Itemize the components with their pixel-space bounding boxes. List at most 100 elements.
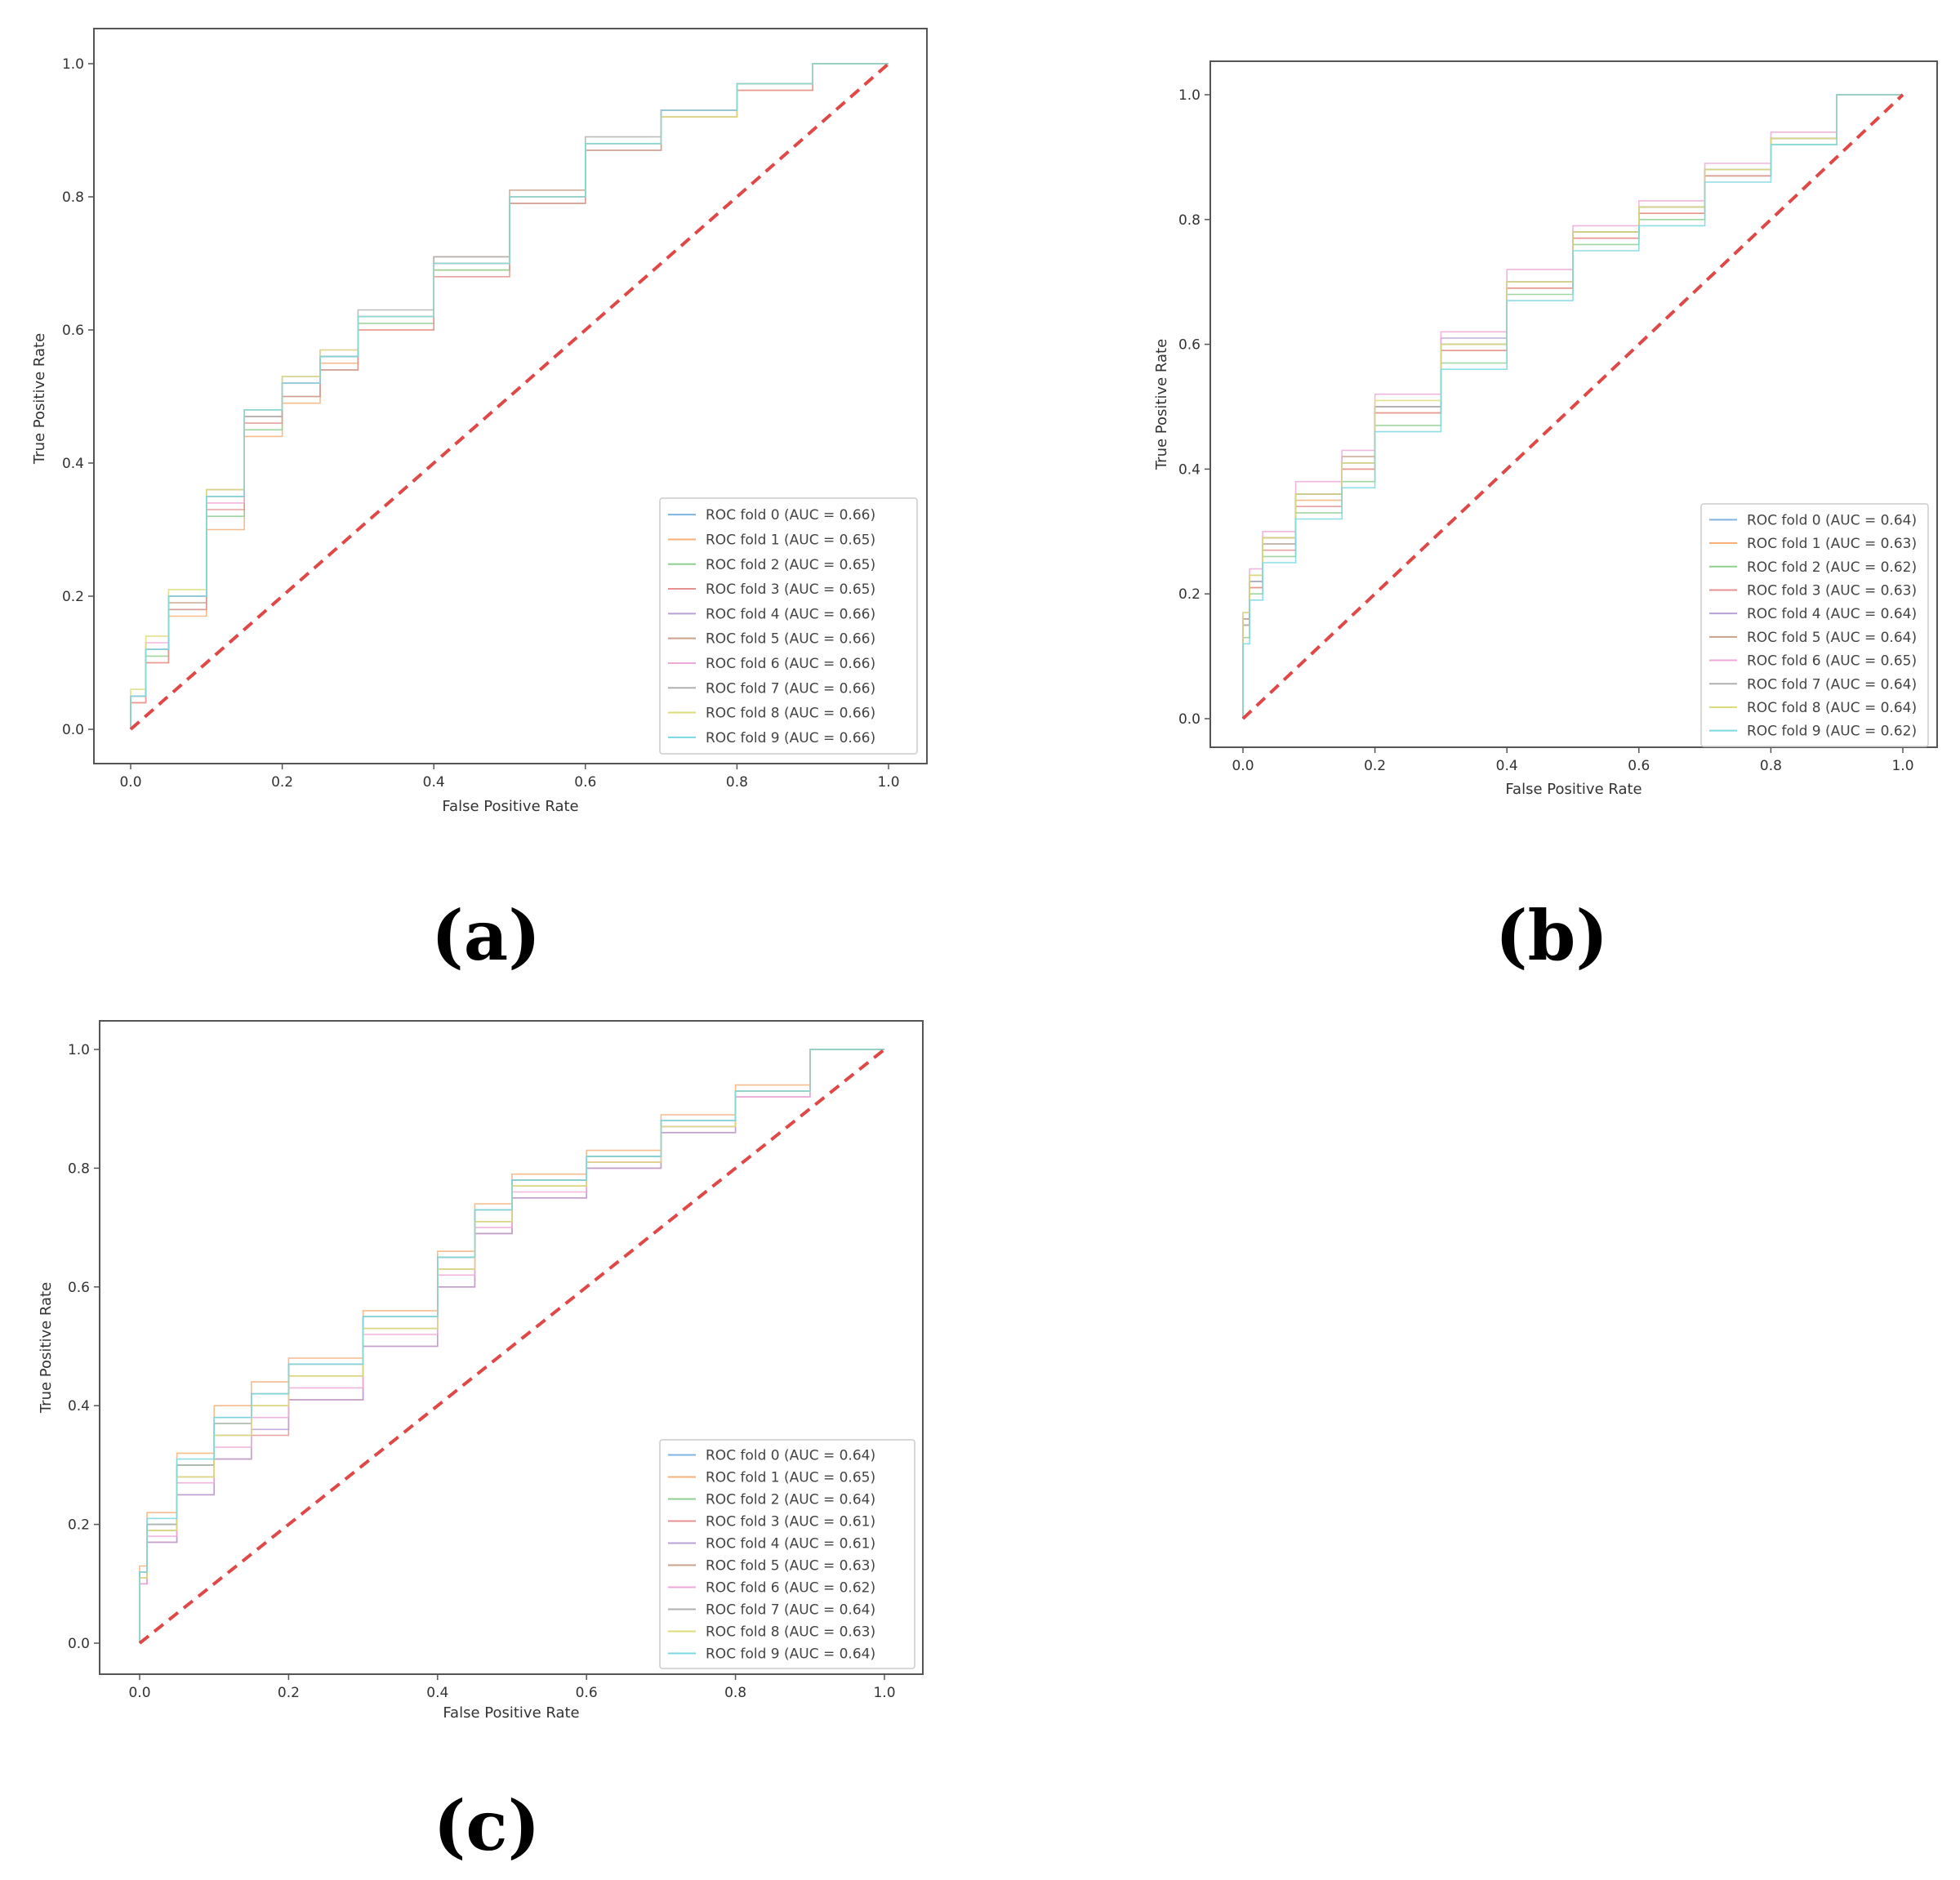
- legend-entry-a-0: ROC fold 0 (AUC = 0.66): [706, 507, 875, 523]
- x-tick-label-b-1: 0.2: [1364, 758, 1386, 774]
- y-tick-label-c-4: 0.8: [68, 1161, 90, 1177]
- legend-entry-a-4: ROC fold 4 (AUC = 0.66): [706, 606, 875, 622]
- legend-entry-a-6: ROC fold 6 (AUC = 0.66): [706, 656, 875, 672]
- legend-entry-c-7: ROC fold 7 (AUC = 0.64): [706, 1602, 875, 1619]
- legend-entry-c-6: ROC fold 6 (AUC = 0.62): [706, 1580, 875, 1597]
- x-tick-label-b-3: 0.6: [1628, 758, 1650, 774]
- panel-caption-c: (c): [434, 1785, 541, 1866]
- y-tick-label-a-0: 0.0: [62, 722, 84, 738]
- x-axis-label-a: False Positive Rate: [442, 798, 578, 815]
- roc-curve-fold-9-c: [139, 1049, 884, 1643]
- x-tick-label-b-4: 0.8: [1760, 758, 1782, 774]
- x-tick-label-c-0: 0.0: [128, 1685, 150, 1701]
- legend-box-c: [659, 1439, 915, 1669]
- y-ticks-c: 0.0 0.2 0.4 0.6 0.8 1.0: [68, 1042, 100, 1652]
- x-tick-label-b-5: 1.0: [1891, 758, 1913, 774]
- axes-frame-a: [93, 28, 928, 764]
- panel-caption-a: (a): [431, 895, 541, 976]
- legend-entry-b-1: ROC fold 1 (AUC = 0.63): [1747, 536, 1917, 552]
- legend-entry-a-5: ROC fold 5 (AUC = 0.66): [706, 631, 875, 648]
- legend-entry-a-7: ROC fold 7 (AUC = 0.66): [706, 680, 875, 697]
- y-tick-label-b-2: 0.4: [1178, 461, 1200, 478]
- y-tick-label-b-4: 0.8: [1178, 212, 1200, 229]
- y-tick-label-c-3: 0.6: [68, 1280, 90, 1296]
- plot-area-c: [138, 1048, 886, 1645]
- x-tick-label-a-0: 0.0: [119, 774, 141, 791]
- legend-entry-b-4: ROC fold 4 (AUC = 0.64): [1747, 606, 1917, 622]
- legend-entry-a-3: ROC fold 3 (AUC = 0.65): [706, 581, 875, 598]
- legend-entry-c-5: ROC fold 5 (AUC = 0.63): [706, 1558, 875, 1575]
- x-ticks-c: 0.0 0.2 0.4 0.6 0.8 1.0: [128, 1674, 896, 1701]
- x-tick-label-c-1: 0.2: [278, 1685, 300, 1701]
- axes-frame-b: [1209, 60, 1938, 748]
- y-tick-label-a-4: 0.8: [62, 189, 84, 206]
- legend-c: ROC fold 0 (AUC = 0.64) ROC fold 1 (AUC =…: [659, 1439, 915, 1669]
- x-tick-label-a-1: 0.2: [271, 774, 293, 791]
- y-axis-label-a: True Positive Rate: [31, 333, 48, 465]
- y-tick-label-b-3: 0.6: [1178, 337, 1200, 354]
- x-tick-label-c-5: 1.0: [873, 1685, 895, 1701]
- legend-entry-b-8: ROC fold 8 (AUC = 0.64): [1747, 700, 1917, 716]
- legend-entry-b-2: ROC fold 2 (AUC = 0.62): [1747, 559, 1917, 576]
- legend-entry-c-3: ROC fold 3 (AUC = 0.61): [706, 1514, 875, 1530]
- x-tick-label-a-2: 0.4: [423, 774, 445, 791]
- plot-area-a: [129, 62, 890, 731]
- legend-b: ROC fold 0 (AUC = 0.64) ROC fold 1 (AUC =…: [1700, 503, 1929, 747]
- x-tick-label-c-2: 0.4: [426, 1685, 448, 1701]
- y-ticks-a: 0.0 0.2 0.4 0.6 0.8 1.0: [62, 56, 94, 738]
- legend-entry-b-3: ROC fold 3 (AUC = 0.63): [1747, 582, 1917, 599]
- panel-caption-b: (b): [1495, 895, 1608, 976]
- x-tick-label-c-3: 0.6: [576, 1685, 598, 1701]
- legend-a: ROC fold 0 (AUC = 0.66) ROC fold 1 (AUC =…: [659, 497, 918, 755]
- legend-entry-b-5: ROC fold 5 (AUC = 0.64): [1747, 630, 1917, 646]
- legend-entry-a-1: ROC fold 1 (AUC = 0.65): [706, 532, 875, 548]
- x-tick-label-c-4: 0.8: [724, 1685, 746, 1701]
- y-axis-label-b: True Positive Rate: [1153, 339, 1170, 470]
- legend-entry-c-4: ROC fold 4 (AUC = 0.61): [706, 1536, 875, 1553]
- x-tick-label-a-4: 0.8: [726, 774, 748, 791]
- legend-entry-a-2: ROC fold 2 (AUC = 0.65): [706, 557, 875, 573]
- legend-entry-b-0: ROC fold 0 (AUC = 0.64): [1747, 512, 1917, 528]
- y-tick-label-c-2: 0.4: [68, 1398, 90, 1414]
- y-tick-label-b-0: 0.0: [1178, 711, 1200, 728]
- legend-entry-c-1: ROC fold 1 (AUC = 0.65): [706, 1470, 875, 1486]
- y-tick-label-a-2: 0.4: [62, 456, 84, 472]
- y-tick-label-c-1: 0.2: [68, 1517, 90, 1534]
- x-tick-label-b-2: 0.4: [1496, 758, 1518, 774]
- legend-entry-a-9: ROC fold 9 (AUC = 0.66): [706, 730, 875, 746]
- axes-frame-c: [99, 1020, 924, 1675]
- legend-entry-b-7: ROC fold 7 (AUC = 0.64): [1747, 676, 1917, 693]
- legend-entry-b-6: ROC fold 6 (AUC = 0.65): [1747, 653, 1917, 670]
- panel-a: False Positive Rate True Positive Rate 0…: [31, 28, 928, 976]
- panel-b: False Positive Rate True Positive Rate 0…: [1153, 60, 1938, 976]
- x-axis-label-c: False Positive Rate: [443, 1704, 579, 1722]
- y-tick-label-a-3: 0.6: [62, 323, 84, 339]
- legend-entry-a-8: ROC fold 8 (AUC = 0.66): [706, 706, 875, 722]
- y-tick-label-b-5: 1.0: [1178, 87, 1200, 104]
- plot-area-b: [1241, 93, 1904, 720]
- x-ticks-b: 0.0 0.2 0.4 0.6 0.8 1.0: [1232, 747, 1914, 774]
- panel-c: False Positive Rate True Positive Rate 0…: [38, 1020, 924, 1866]
- roc-curve-fold-9-b: [1242, 94, 1903, 719]
- legend-box-b: [1700, 503, 1929, 747]
- legend-entry-b-9: ROC fold 9 (AUC = 0.62): [1747, 724, 1917, 740]
- legend-entry-c-0: ROC fold 0 (AUC = 0.64): [706, 1448, 875, 1464]
- y-tick-label-c-5: 1.0: [68, 1042, 90, 1058]
- legend-entry-c-9: ROC fold 9 (AUC = 0.64): [706, 1646, 875, 1663]
- x-tick-label-b-0: 0.0: [1232, 758, 1254, 774]
- legend-box-a: [659, 497, 918, 755]
- legend-entry-c-8: ROC fold 8 (AUC = 0.63): [706, 1624, 875, 1641]
- y-ticks-b: 0.0 0.2 0.4 0.6 0.8 1.0: [1178, 87, 1210, 728]
- legend-entry-c-2: ROC fold 2 (AUC = 0.64): [706, 1492, 875, 1508]
- y-tick-label-b-1: 0.2: [1178, 586, 1200, 603]
- y-tick-label-c-0: 0.0: [68, 1636, 90, 1652]
- chance-line-c: [138, 1048, 886, 1645]
- x-ticks-a: 0.0 0.2 0.4 0.6 0.8 1.0: [119, 764, 900, 791]
- roc-curve-fold-9-a: [130, 63, 889, 729]
- y-tick-label-a-5: 1.0: [62, 56, 84, 73]
- x-tick-label-a-5: 1.0: [877, 774, 899, 791]
- y-axis-label-c: True Positive Rate: [38, 1282, 55, 1414]
- y-tick-label-a-1: 0.2: [62, 589, 84, 605]
- x-axis-label-b: False Positive Rate: [1505, 781, 1642, 798]
